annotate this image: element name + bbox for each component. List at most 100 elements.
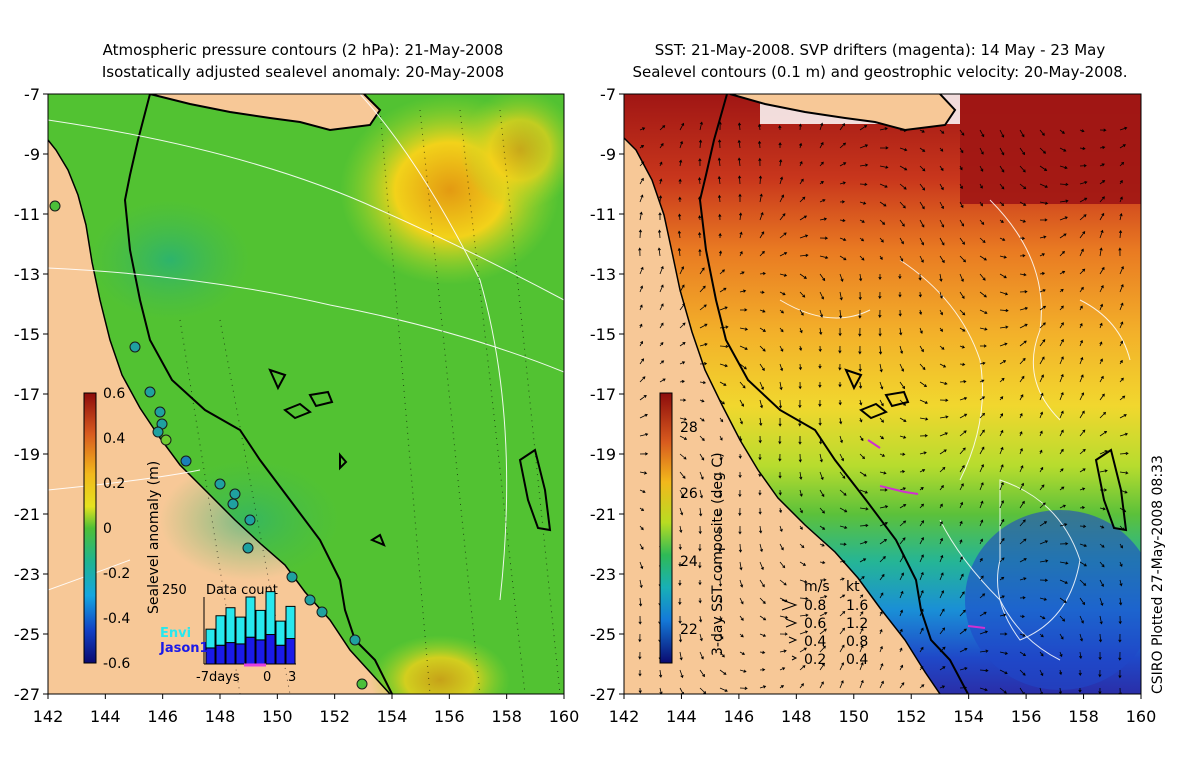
velocity-arrow (999, 537, 1005, 545)
velocity-arrow (639, 177, 644, 185)
velocity-arrow (999, 687, 1007, 694)
velocity-arrow (899, 399, 907, 406)
velocity-arrow (859, 182, 868, 186)
inset-bar-envi (235, 616, 246, 645)
velocity-arrow (919, 255, 924, 263)
velocity-arrow (838, 327, 842, 337)
velocity-arrow (699, 342, 708, 347)
velocity-legend-arrow-2 (788, 636, 798, 644)
velocity-arrow (639, 543, 644, 550)
velocity-arrow (1059, 356, 1064, 365)
right-y-tick-label: -11 (590, 205, 616, 224)
velocity-arrow (1099, 229, 1104, 239)
velocity-arrow (919, 417, 929, 421)
velocity-arrow (679, 159, 683, 167)
velocity-arrow (1099, 561, 1105, 568)
velocity-arrow (899, 435, 907, 439)
velocity-arrow (758, 157, 762, 167)
velocity-arrow (719, 651, 725, 658)
velocity-arrow (959, 291, 965, 299)
velocity-arrow (779, 615, 789, 619)
velocity-arrow (859, 417, 863, 423)
velocity-arrow (879, 399, 884, 407)
velocity-legend-header-kt: kt (846, 579, 860, 595)
velocity-arrow (1099, 128, 1107, 132)
velocity-arrow (1079, 506, 1086, 510)
velocity-arrow (717, 194, 722, 203)
inset-bar-jason1 (285, 638, 296, 665)
velocity-arrow (1019, 201, 1027, 206)
velocity-arrow (759, 668, 766, 672)
velocity-arrow (677, 247, 682, 257)
left-x-tick-label: 148 (205, 707, 236, 726)
velocity-arrow (679, 379, 685, 384)
velocity-arrow (1099, 285, 1104, 293)
inset-bar-jason1 (225, 642, 236, 665)
velocity-arrow (999, 518, 1005, 527)
velocity-arrow (899, 237, 904, 245)
velocity-arrow (879, 219, 886, 225)
velocity-arrow (918, 309, 923, 315)
velocity-arrow (899, 363, 904, 372)
velocity-arrow (679, 342, 686, 347)
velocity-arrow (739, 231, 743, 239)
left-cbar-tick-5: -0.4 (103, 611, 130, 627)
velocity-arrow (919, 129, 925, 133)
right-cbar-tick-0: 28 (680, 420, 698, 436)
velocity-arrow (779, 632, 788, 636)
velocity-arrow (979, 165, 984, 172)
velocity-arrow (999, 183, 1005, 190)
velocity-arrow (959, 219, 964, 227)
velocity-arrow (739, 271, 745, 275)
velocity-arrow (698, 231, 702, 239)
velocity-arrow (1019, 375, 1025, 383)
sla-high-blob-3 (370, 635, 510, 694)
velocity-arrow (879, 363, 883, 373)
velocity-arrow (1059, 542, 1069, 546)
velocity-legend-ms-1: 0.6 (804, 616, 826, 632)
velocity-arrow (859, 255, 865, 261)
velocity-arrow (639, 394, 647, 401)
velocity-arrow (719, 687, 728, 692)
velocity-arrow (959, 413, 968, 419)
right-reefs (844, 368, 1128, 532)
velocity-arrow (979, 611, 987, 617)
velocity-arrow (799, 471, 803, 480)
velocity-arrow (899, 647, 903, 653)
velocity-arrow (739, 686, 748, 690)
velocity-arrow (758, 471, 762, 478)
velocity-arrow (759, 399, 764, 409)
velocity-arrow (1079, 524, 1087, 528)
velocity-arrow (919, 487, 924, 491)
left-x-tick-label: 142 (33, 707, 64, 726)
velocity-arrow (919, 646, 924, 653)
velocity-arrow (799, 579, 808, 584)
velocity-arrow (979, 309, 988, 314)
velocity-arrow (1059, 199, 1069, 203)
velocity-arrow (679, 651, 683, 661)
velocity-arrow (899, 628, 903, 635)
velocity-arrow (839, 162, 847, 167)
velocity-arrow (1059, 129, 1065, 134)
velocity-arrow (999, 308, 1009, 313)
velocity-arrow (818, 345, 822, 353)
inset-bar-envi (285, 605, 296, 640)
velocity-arrow (699, 323, 708, 329)
velocity-arrow (899, 609, 904, 617)
velocity-arrow (1079, 410, 1085, 419)
velocity-arrow (878, 309, 882, 318)
velocity-arrow (759, 345, 766, 352)
velocity-arrow (1099, 543, 1105, 548)
velocity-arrow (879, 237, 884, 243)
velocity-arrow (819, 578, 827, 582)
velocity-arrow (939, 537, 943, 545)
velocity-arrow (939, 183, 944, 191)
velocity-arrow (1118, 230, 1123, 239)
velocity-arrow (1019, 596, 1026, 600)
velocity-arrow (699, 399, 705, 403)
velocity-arrow (939, 554, 944, 563)
left-title-line1: Atmospheric pressure contours (2 hPa): 2… (102, 41, 504, 59)
velocity-arrow (699, 417, 705, 422)
velocity-arrow (639, 304, 643, 311)
